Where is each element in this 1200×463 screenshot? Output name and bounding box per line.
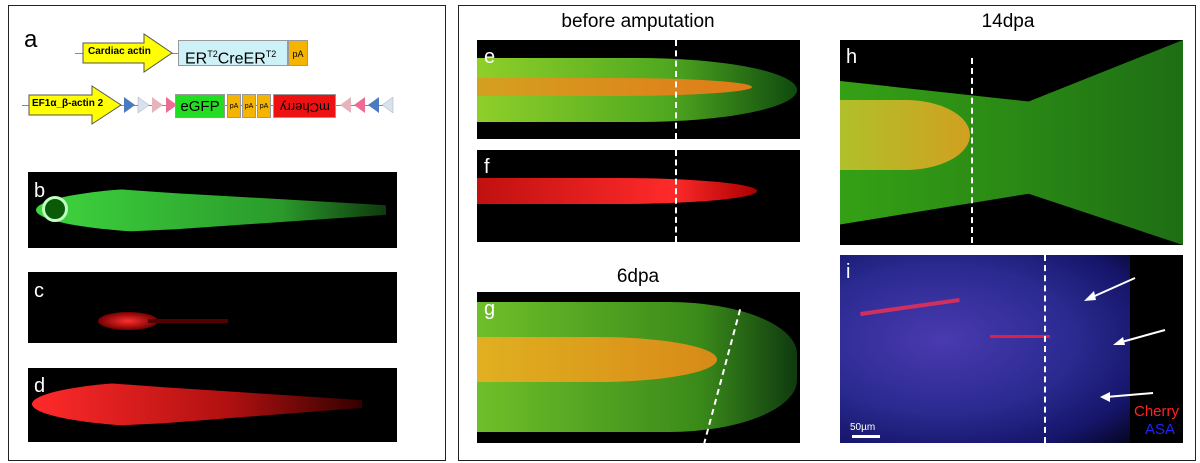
pa-box: pA: [257, 94, 271, 118]
panel-h-image: [840, 40, 1183, 245]
promoter-arrow-icon: [28, 85, 122, 125]
gene-sup: T2: [207, 49, 218, 59]
cre-gene-box: ERT2CreERT2: [178, 40, 288, 68]
mcherry-box: mCherry: [273, 94, 336, 118]
scale-bar-label: 50µm: [850, 422, 876, 433]
panel-label-g: g: [484, 298, 496, 320]
title-6dpa: 6dpa: [616, 266, 660, 287]
panel-label-c: c: [34, 280, 44, 302]
right-figure-frame: [458, 5, 1196, 461]
arrow-icon: [1084, 277, 1136, 301]
title-before-amputation: before amputation: [561, 11, 715, 32]
panel-label-d: d: [34, 375, 46, 397]
scale-bar: [852, 435, 880, 438]
panel-i-image: 50µm Cherry ASA: [840, 255, 1183, 443]
panel-label-h: h: [846, 46, 858, 68]
lox-sites-left-icon: [124, 96, 177, 114]
promoter-label: EF1α_β-actin 2: [32, 98, 104, 109]
panel-e-image: [477, 40, 800, 139]
promoter-arrow-icon: [82, 33, 173, 73]
arrow-icon: [1113, 329, 1166, 345]
panel-c-image: [28, 272, 397, 343]
gene-text: CreER: [217, 50, 266, 68]
pa-box: pA: [227, 94, 241, 118]
promoter-label: Cardiac actin: [88, 46, 151, 57]
panel-f-image: [477, 150, 800, 242]
lox-sites-right-icon: [340, 96, 394, 114]
arrow-icon: [1100, 392, 1154, 402]
panel-d-image: [28, 368, 397, 442]
panel-label-f: f: [484, 156, 490, 178]
legend-cherry: Cherry: [1133, 403, 1179, 420]
left-figure-frame: [8, 5, 446, 461]
gene-sup: T2: [265, 49, 277, 59]
panel-label-e: e: [484, 46, 496, 68]
title-14dpa: 14dpa: [981, 11, 1035, 32]
panel-label-b: b: [34, 180, 46, 202]
panel-b-image: [28, 172, 397, 248]
pa-box: pA: [242, 94, 256, 118]
mcherry-label: mCherry: [279, 100, 330, 115]
legend-asa: ASA: [1144, 421, 1175, 438]
egfp-box: eGFP: [175, 94, 225, 118]
panel-label-a: a: [24, 26, 38, 53]
panel-g-image: [477, 292, 800, 443]
panel-label-i: i: [846, 261, 851, 283]
pa-box: pA: [288, 40, 308, 66]
gene-text: ER: [185, 50, 208, 68]
